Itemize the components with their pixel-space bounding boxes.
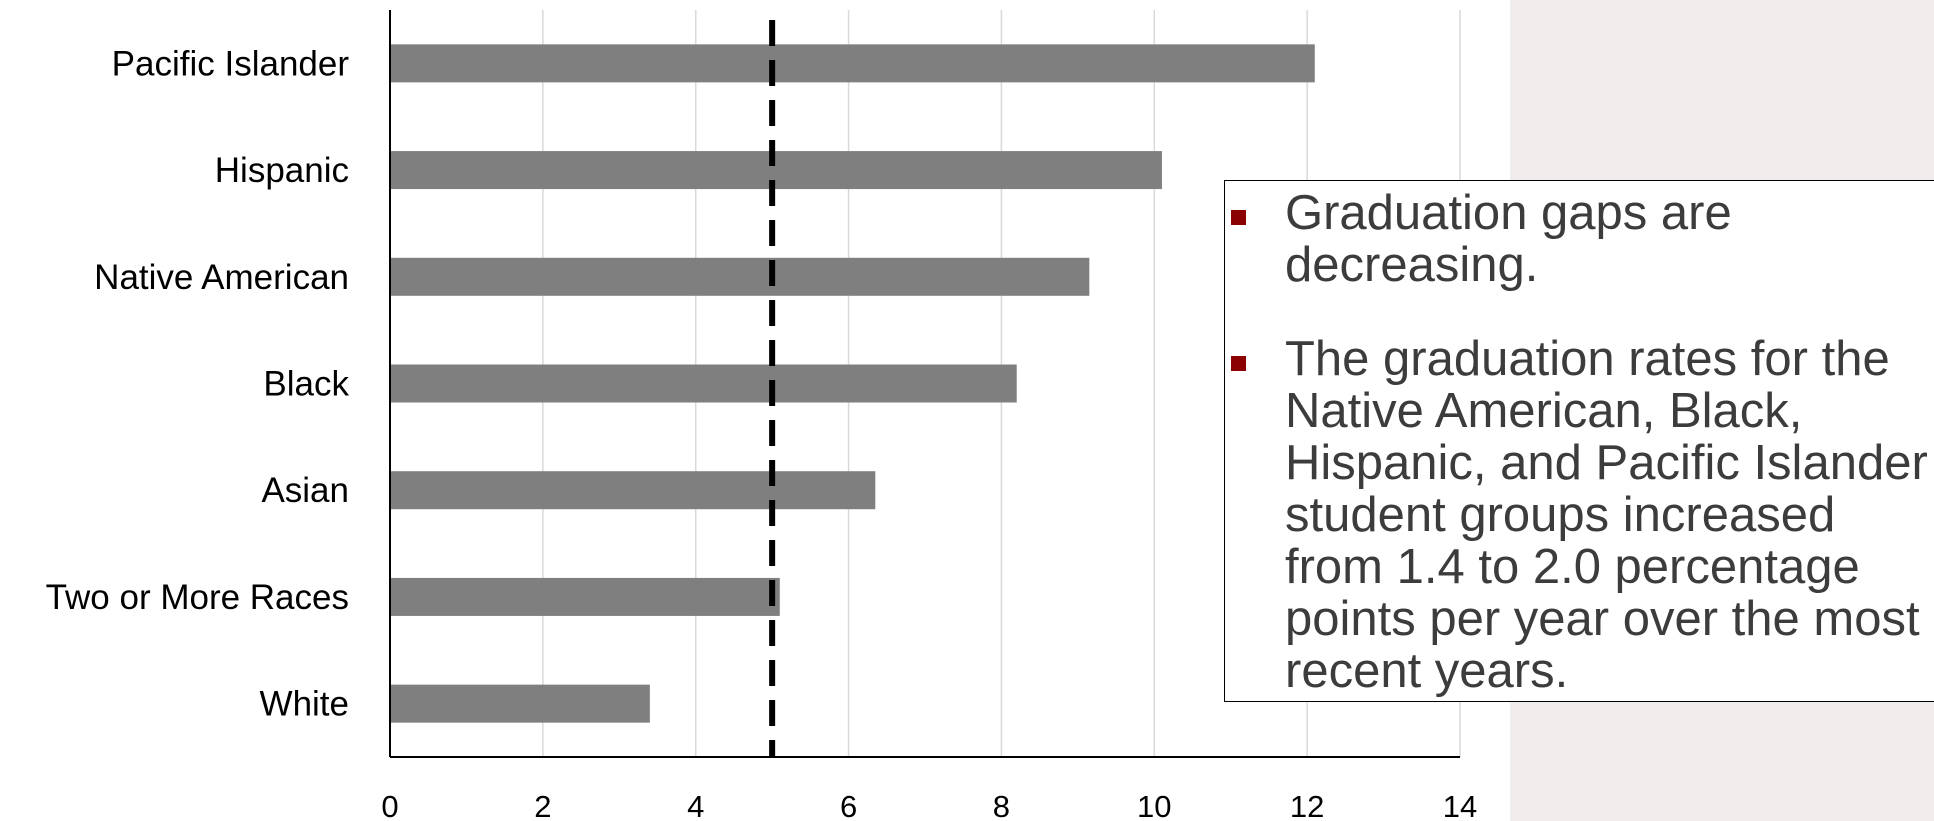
note-item: Graduation gaps are decreasing. [1225, 187, 1934, 291]
bar [390, 684, 650, 723]
bullet-square-icon [1231, 210, 1246, 225]
x-tick-label: 8 [993, 789, 1010, 821]
x-tick-label: 14 [1443, 789, 1477, 821]
bars [390, 44, 1315, 723]
bar [390, 577, 780, 616]
axes [389, 10, 1460, 758]
bar [390, 151, 1162, 190]
x-tick-label: 2 [534, 789, 551, 821]
x-tick-label: 10 [1137, 789, 1171, 821]
category-label: Two or More Races [46, 578, 349, 617]
bar [390, 44, 1315, 83]
category-label: White [260, 685, 349, 724]
bullet-square-icon [1231, 356, 1246, 371]
category-label: Native American [94, 258, 349, 297]
x-tick-label: 0 [381, 789, 398, 821]
category-label: Hispanic [215, 151, 349, 190]
bar [390, 364, 1017, 403]
bar [390, 471, 876, 510]
notes-box: Graduation gaps are decreasing. The grad… [1224, 180, 1934, 702]
x-tick-label: 12 [1290, 789, 1324, 821]
category-label: Asian [261, 471, 349, 510]
category-label: Black [263, 365, 349, 404]
x-tick-label: 6 [840, 789, 857, 821]
note-text: The graduation rates for the Native Amer… [1285, 332, 1928, 698]
bar [390, 257, 1090, 296]
note-text: Graduation gaps are decreasing. [1285, 186, 1732, 292]
bar-chart: 0 2 4 6 8 10 12 14 Pacific Islander Hispanic Nativ… [46, 10, 1478, 821]
labels: 0 2 4 6 8 10 12 14 Pacific Islander Hispanic Nativ… [46, 44, 1478, 821]
category-label: Pacific Islander [112, 44, 350, 83]
x-tick-label: 4 [687, 789, 704, 821]
note-item: The graduation rates for the Native Amer… [1225, 333, 1934, 697]
